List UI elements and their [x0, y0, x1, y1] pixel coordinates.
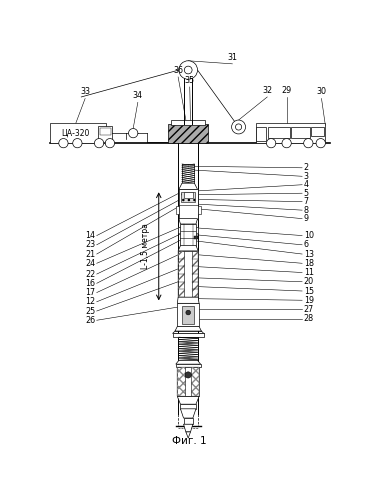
Circle shape [73, 138, 82, 148]
Bar [184, 251, 192, 297]
Text: 23: 23 [85, 240, 95, 250]
Circle shape [59, 138, 68, 148]
Bar [182, 306, 194, 324]
Polygon shape [175, 326, 201, 331]
Bar [184, 418, 193, 424]
Polygon shape [184, 424, 193, 432]
Circle shape [185, 372, 191, 378]
Text: Фиг. 1: Фиг. 1 [173, 436, 207, 446]
Text: 21: 21 [85, 250, 95, 258]
Circle shape [95, 138, 104, 148]
Text: 28: 28 [304, 314, 314, 323]
Bar [196, 227, 198, 234]
Circle shape [105, 138, 115, 148]
Polygon shape [180, 409, 196, 418]
Text: 6: 6 [304, 240, 309, 250]
Text: 20: 20 [304, 278, 314, 286]
Polygon shape [176, 360, 201, 364]
Text: 15: 15 [304, 286, 314, 296]
Bar [256, 127, 266, 141]
Circle shape [236, 124, 242, 130]
Text: 30: 30 [316, 87, 326, 96]
Bar [178, 251, 198, 297]
Circle shape [304, 138, 313, 148]
Circle shape [266, 138, 276, 148]
Text: 17: 17 [85, 288, 95, 297]
Text: 22: 22 [85, 270, 95, 278]
Bar [256, 123, 325, 143]
Text: 14: 14 [85, 231, 95, 240]
Text: 10: 10 [304, 231, 313, 240]
Polygon shape [178, 246, 198, 251]
Bar [184, 192, 193, 198]
Circle shape [179, 61, 197, 79]
Bar [194, 236, 198, 238]
Text: 18: 18 [304, 259, 313, 268]
Polygon shape [186, 432, 191, 438]
Text: 25: 25 [85, 306, 95, 316]
Text: 4: 4 [304, 180, 309, 189]
Bar [178, 227, 180, 234]
Bar [268, 127, 290, 138]
Text: 8: 8 [304, 206, 309, 214]
Circle shape [184, 66, 192, 74]
Text: 7: 7 [304, 197, 309, 206]
Bar [176, 206, 179, 214]
Bar [100, 128, 111, 136]
Text: 16: 16 [85, 279, 95, 288]
Bar [179, 190, 197, 218]
Text: 13: 13 [304, 250, 313, 258]
Bar [181, 192, 195, 202]
Polygon shape [179, 218, 197, 224]
Circle shape [128, 128, 138, 138]
Text: 32: 32 [262, 86, 272, 94]
Polygon shape [179, 183, 197, 190]
Text: 36: 36 [173, 66, 183, 74]
Bar [173, 334, 204, 337]
Text: 5: 5 [304, 188, 309, 198]
Text: 12: 12 [85, 298, 95, 306]
Circle shape [232, 120, 246, 134]
Text: 34: 34 [133, 91, 143, 100]
Bar [177, 367, 199, 396]
Circle shape [282, 138, 291, 148]
Text: ЦА-320: ЦА-320 [62, 128, 90, 138]
Polygon shape [177, 396, 199, 404]
Bar [291, 127, 310, 138]
Bar [197, 206, 201, 214]
Bar [98, 126, 112, 142]
Bar [168, 124, 209, 143]
Text: 31: 31 [227, 52, 237, 62]
Bar [178, 251, 198, 297]
Polygon shape [177, 297, 199, 304]
Text: 19: 19 [304, 296, 314, 304]
Text: 2: 2 [304, 164, 309, 172]
Text: 3: 3 [304, 172, 309, 181]
Bar [171, 120, 205, 124]
Bar [177, 304, 199, 326]
Text: 27: 27 [304, 305, 314, 314]
Circle shape [316, 138, 325, 148]
Text: L-1,5 метра: L-1,5 метра [141, 224, 150, 270]
Circle shape [186, 310, 191, 315]
Bar [180, 224, 196, 246]
Text: 11: 11 [304, 268, 313, 277]
Text: 29: 29 [282, 86, 292, 94]
Text: 26: 26 [85, 316, 95, 325]
Bar [176, 364, 201, 367]
Text: 24: 24 [85, 259, 95, 268]
Bar [180, 404, 196, 409]
Text: 9: 9 [304, 214, 309, 223]
Bar [50, 123, 106, 143]
Text: 35: 35 [185, 76, 195, 84]
Bar [177, 367, 199, 396]
Bar [311, 127, 324, 136]
Text: 33: 33 [80, 87, 90, 96]
Bar [185, 367, 191, 396]
